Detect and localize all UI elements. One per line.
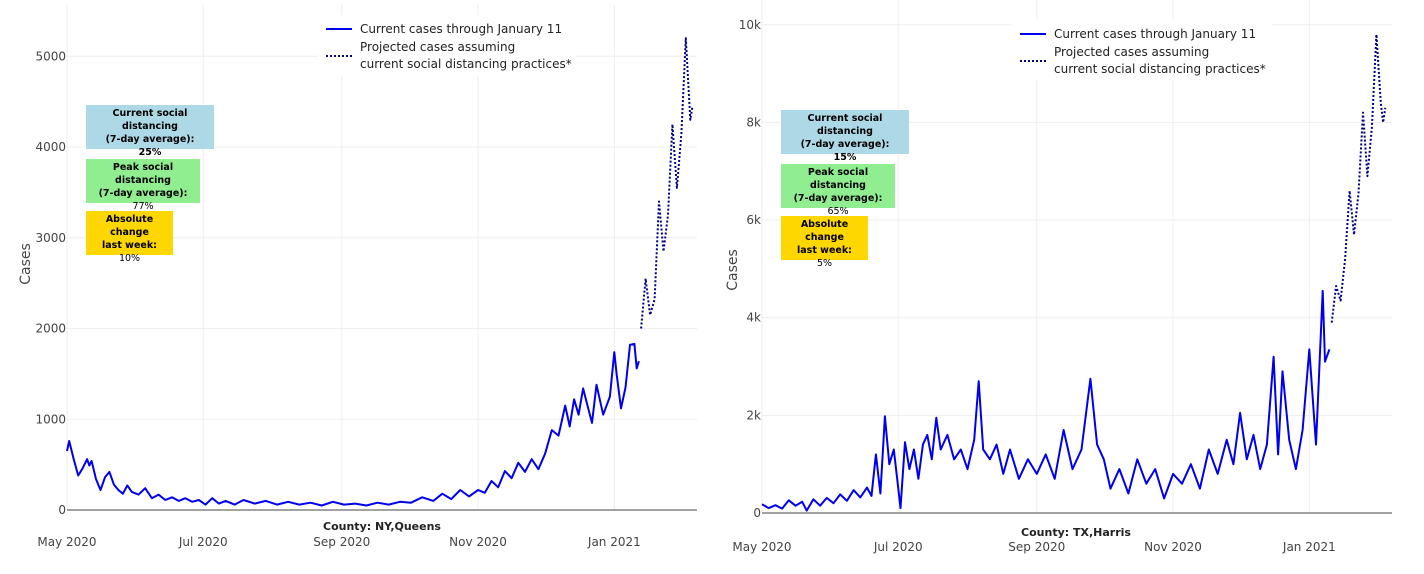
projected-cases-line <box>1330 33 1387 323</box>
x-tick-label: Nov 2020 <box>449 535 507 549</box>
legend-current-label: Current cases through January 11 <box>1054 27 1256 41</box>
box-title-line2: (7-day average): <box>105 134 195 145</box>
y-tick-label: 0 <box>753 506 761 520</box>
box-title-line2: last week: <box>797 245 852 256</box>
y-tick-label: 4000 <box>35 140 66 154</box>
box-title-line2: last week: <box>102 240 157 251</box>
current-social-distancing-box: Current social distancing (7-day average… <box>86 105 214 158</box>
box-title-line1: Absolute change <box>800 219 849 243</box>
y-tick-label: 0 <box>58 503 66 517</box>
x-tick-label: Jul 2020 <box>178 535 228 549</box>
box-title-line2: (7-day average): <box>793 193 883 204</box>
x-tick-label: Jan 2021 <box>587 535 641 549</box>
box-title-line1: Current social distancing <box>807 113 883 137</box>
legend-projected-label-line1: Projected cases assuming <box>1054 45 1209 59</box>
box-title-line1: Peak social distancing <box>112 162 174 186</box>
legend-background <box>1012 20 1272 80</box>
box-value: 15% <box>833 152 857 163</box>
legend-projected-label-line1: Projected cases assuming <box>360 40 515 54</box>
x-tick-label: Sep 2020 <box>313 535 370 549</box>
chart-plot-queens: 0 1000 2000 3000 4000 5000 May 2020 Jul 2020 Sep… <box>18 5 697 549</box>
chart-plot-harris: 0 2k 4k 6k 8k 10k May 2020 Jul 2020 Sep 2020 Nov … <box>725 0 1392 554</box>
y-tick-label: 6k <box>746 213 761 227</box>
series-lines <box>66 37 694 507</box>
y-axis-label: Cases <box>18 243 34 285</box>
peak-social-distancing-box: Peak social distancing (7-day average): … <box>781 164 895 217</box>
projected-cases-line <box>640 37 694 329</box>
absolute-change-box: Absolute change last week: 5% <box>781 216 868 269</box>
chart-panel-harris: 0 2k 4k 6k 8k 10k May 2020 Jul 2020 Sep 2020 Nov … <box>712 0 1424 574</box>
legend: Current cases through January 11 Project… <box>1012 20 1272 80</box>
box-title-line2: (7-day average): <box>800 139 890 150</box>
box-title-line1: Absolute change <box>105 214 154 238</box>
y-tick-label: 5000 <box>35 49 66 63</box>
y-tick-label: 10k <box>739 18 761 32</box>
peak-social-distancing-box: Peak social distancing (7-day average): … <box>86 159 200 212</box>
axes: 0 1000 2000 3000 4000 5000 May 2020 Jul 2020 Sep… <box>35 49 697 549</box>
legend-background <box>318 15 576 75</box>
x-tick-label: May 2020 <box>732 540 791 554</box>
y-tick-label: 2000 <box>35 322 66 336</box>
y-axis-label: Cases <box>725 249 741 291</box>
axes: 0 2k 4k 6k 8k 10k May 2020 Jul 2020 Sep 2020 Nov … <box>732 18 1392 554</box>
y-tick-label: 1000 <box>35 412 66 426</box>
y-tick-label: 3000 <box>35 231 66 245</box>
county-label: County: TX,Harris <box>1021 526 1131 539</box>
y-tick-label: 4k <box>746 311 761 325</box>
x-tick-label: Jul 2020 <box>873 540 923 554</box>
box-value: 77% <box>132 201 154 212</box>
box-title-line1: Current social distancing <box>112 108 188 132</box>
box-value: 10% <box>118 253 141 264</box>
y-tick-label: 8k <box>746 115 761 129</box>
legend-projected-label-line2: current social distancing practices* <box>1054 62 1266 76</box>
box-title-line1: Peak social distancing <box>807 167 869 191</box>
legend-projected-label-line2: current social distancing practices* <box>360 57 572 71</box>
series-lines <box>761 33 1387 512</box>
current-cases-line <box>66 342 640 507</box>
x-tick-label: May 2020 <box>37 535 96 549</box>
x-tick-label: Sep 2020 <box>1008 540 1065 554</box>
chart-panel-queens: 0 1000 2000 3000 4000 5000 May 2020 Jul 2020 Sep… <box>18 5 697 549</box>
box-title-line2: (7-day average): <box>98 188 188 199</box>
legend: Current cases through January 11 Project… <box>318 15 576 75</box>
box-value: 5% <box>816 258 833 269</box>
x-tick-label: Jan 2021 <box>1282 540 1336 554</box>
current-social-distancing-box: Current social distancing (7-day average… <box>781 110 909 163</box>
legend-current-label: Current cases through January 11 <box>360 22 562 36</box>
y-tick-label: 2k <box>746 408 761 422</box>
county-label: County: NY,Queens <box>323 520 441 533</box>
x-tick-label: Nov 2020 <box>1144 540 1202 554</box>
box-value: 25% <box>138 147 162 158</box>
current-cases-line <box>761 289 1331 512</box>
box-value: 65% <box>827 206 849 217</box>
absolute-change-box: Absolute change last week: 10% <box>86 211 173 264</box>
